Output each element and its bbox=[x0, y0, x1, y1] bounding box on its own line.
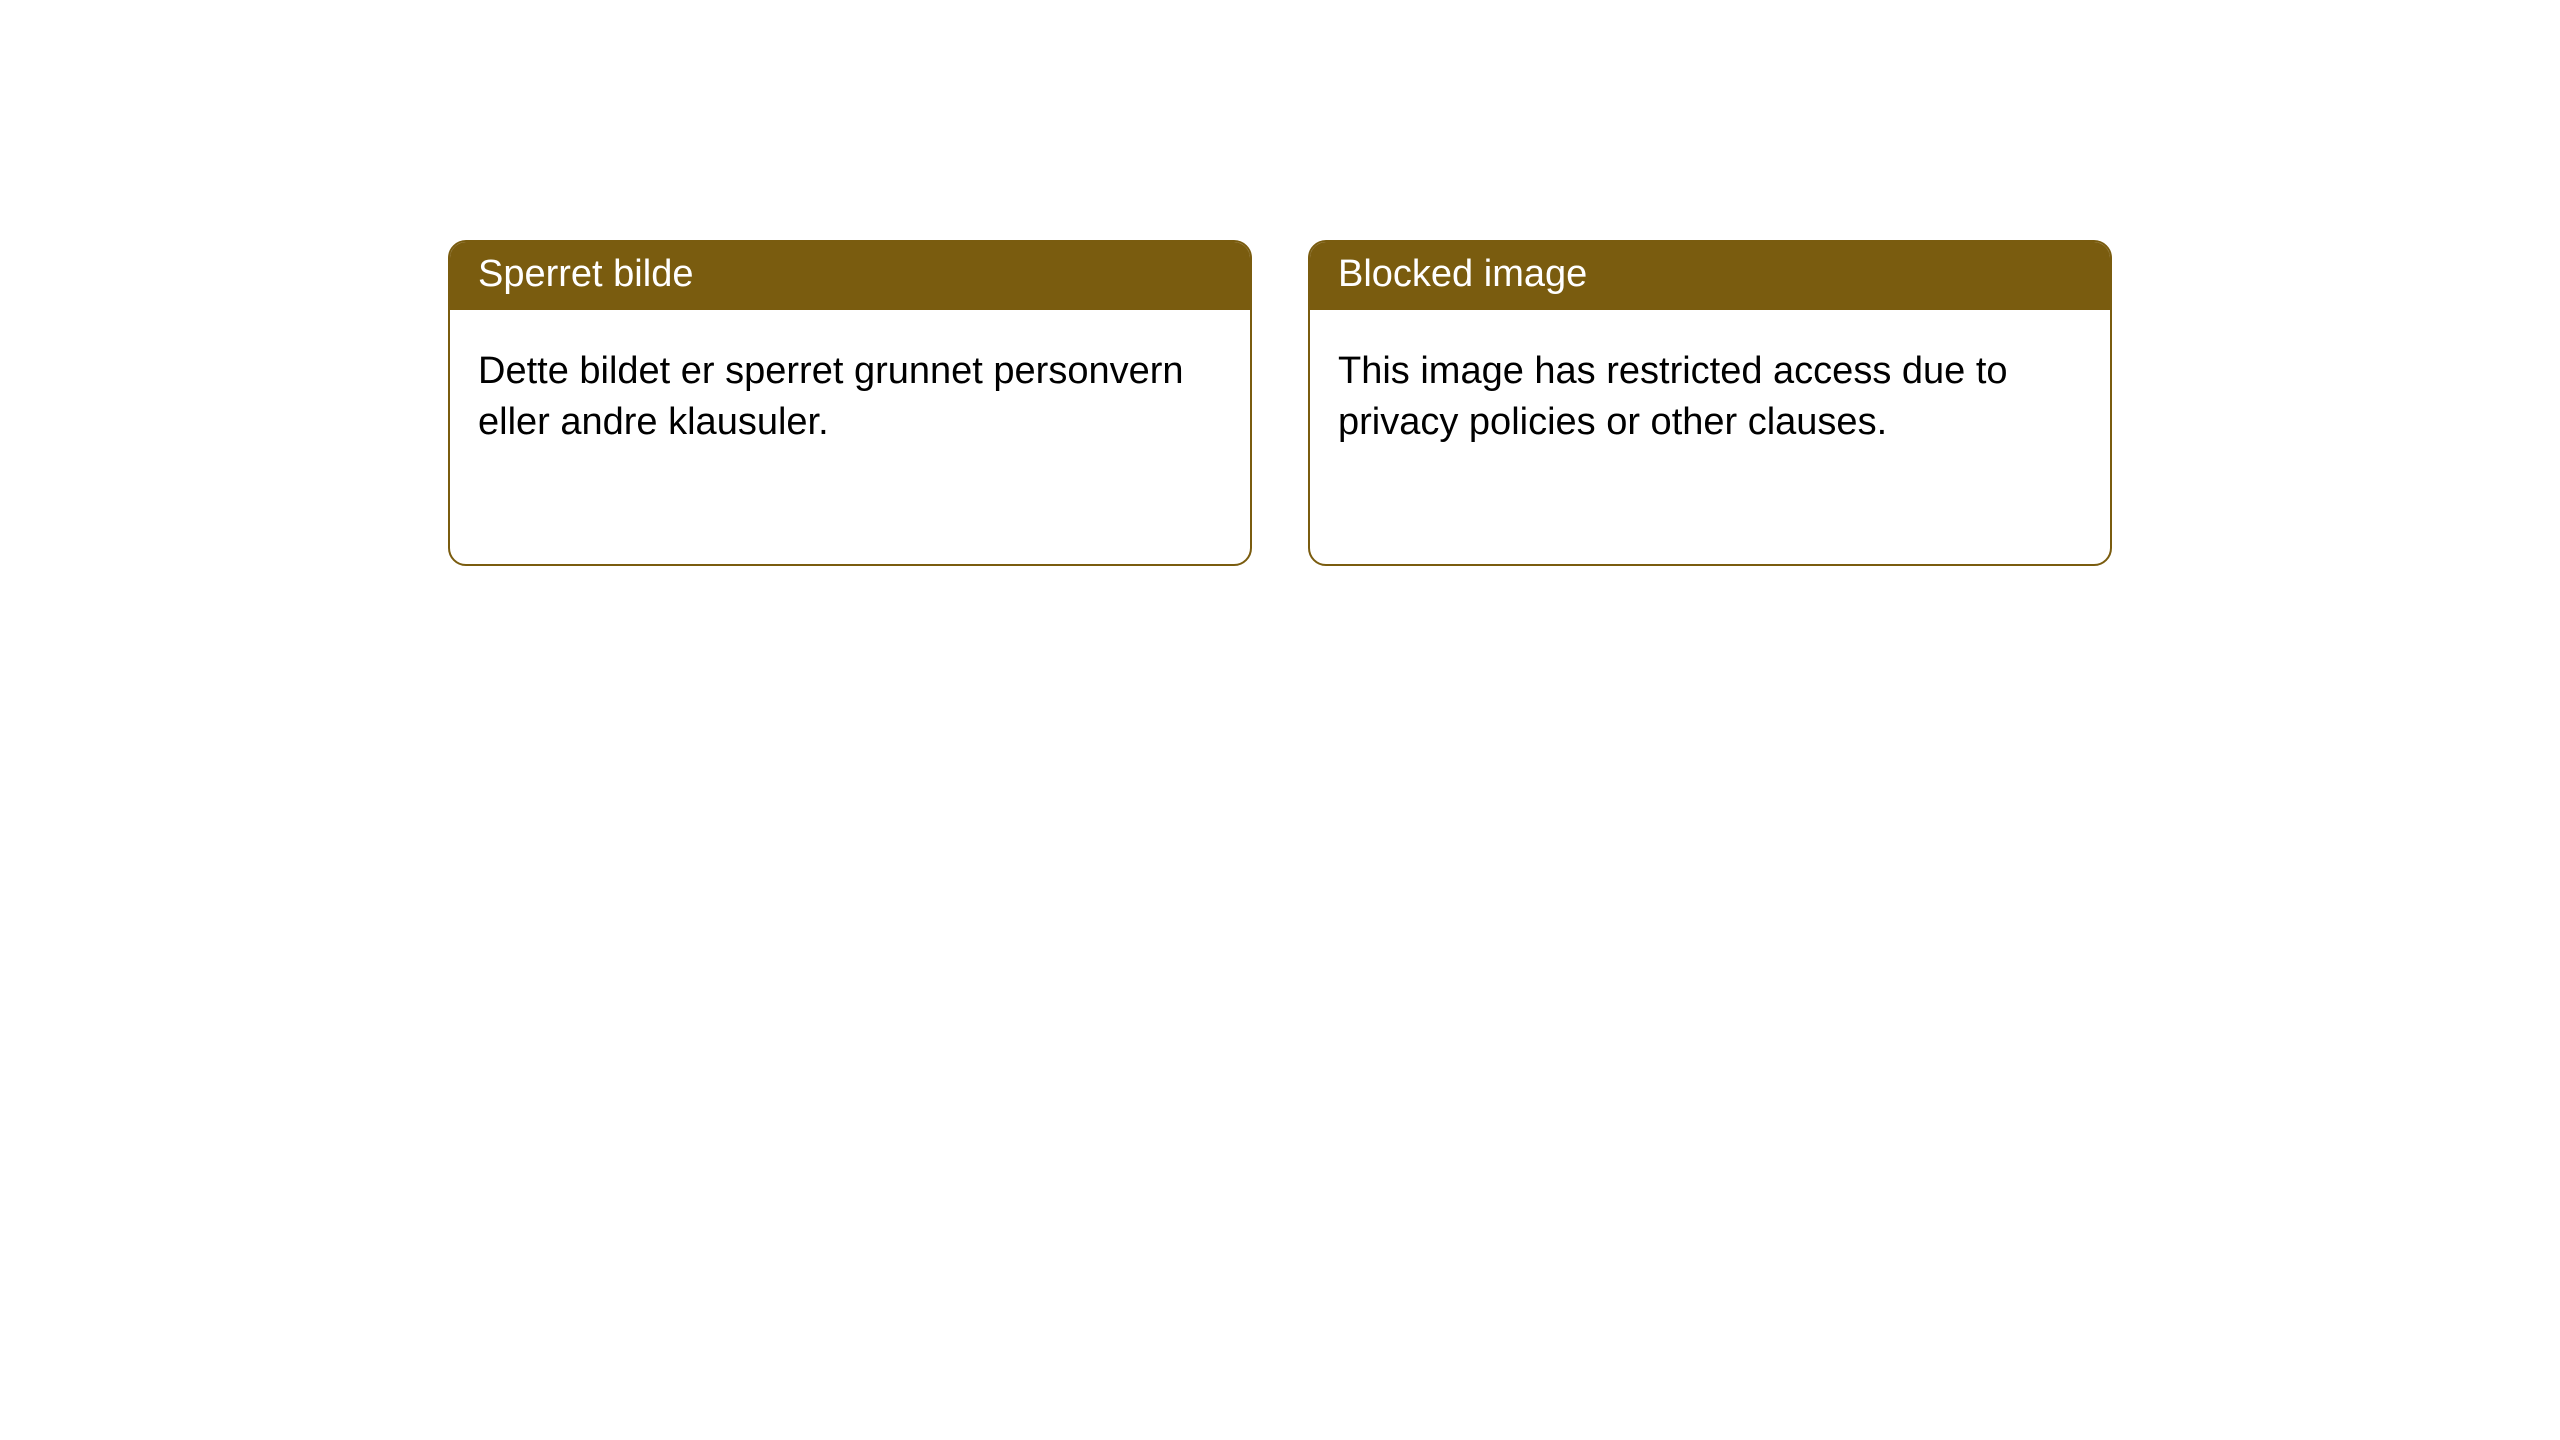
notice-text: Dette bildet er sperret grunnet personve… bbox=[478, 350, 1184, 443]
notice-title: Blocked image bbox=[1338, 253, 1587, 295]
notice-header: Sperret bilde bbox=[450, 242, 1250, 310]
notice-container: Sperret bilde Dette bildet er sperret gr… bbox=[0, 0, 2560, 566]
notice-body: Dette bildet er sperret grunnet personve… bbox=[450, 310, 1250, 564]
notice-card-norwegian: Sperret bilde Dette bildet er sperret gr… bbox=[448, 240, 1252, 566]
notice-title: Sperret bilde bbox=[478, 253, 693, 295]
notice-card-english: Blocked image This image has restricted … bbox=[1308, 240, 2112, 566]
notice-header: Blocked image bbox=[1310, 242, 2110, 310]
notice-text: This image has restricted access due to … bbox=[1338, 350, 2008, 443]
notice-body: This image has restricted access due to … bbox=[1310, 310, 2110, 564]
